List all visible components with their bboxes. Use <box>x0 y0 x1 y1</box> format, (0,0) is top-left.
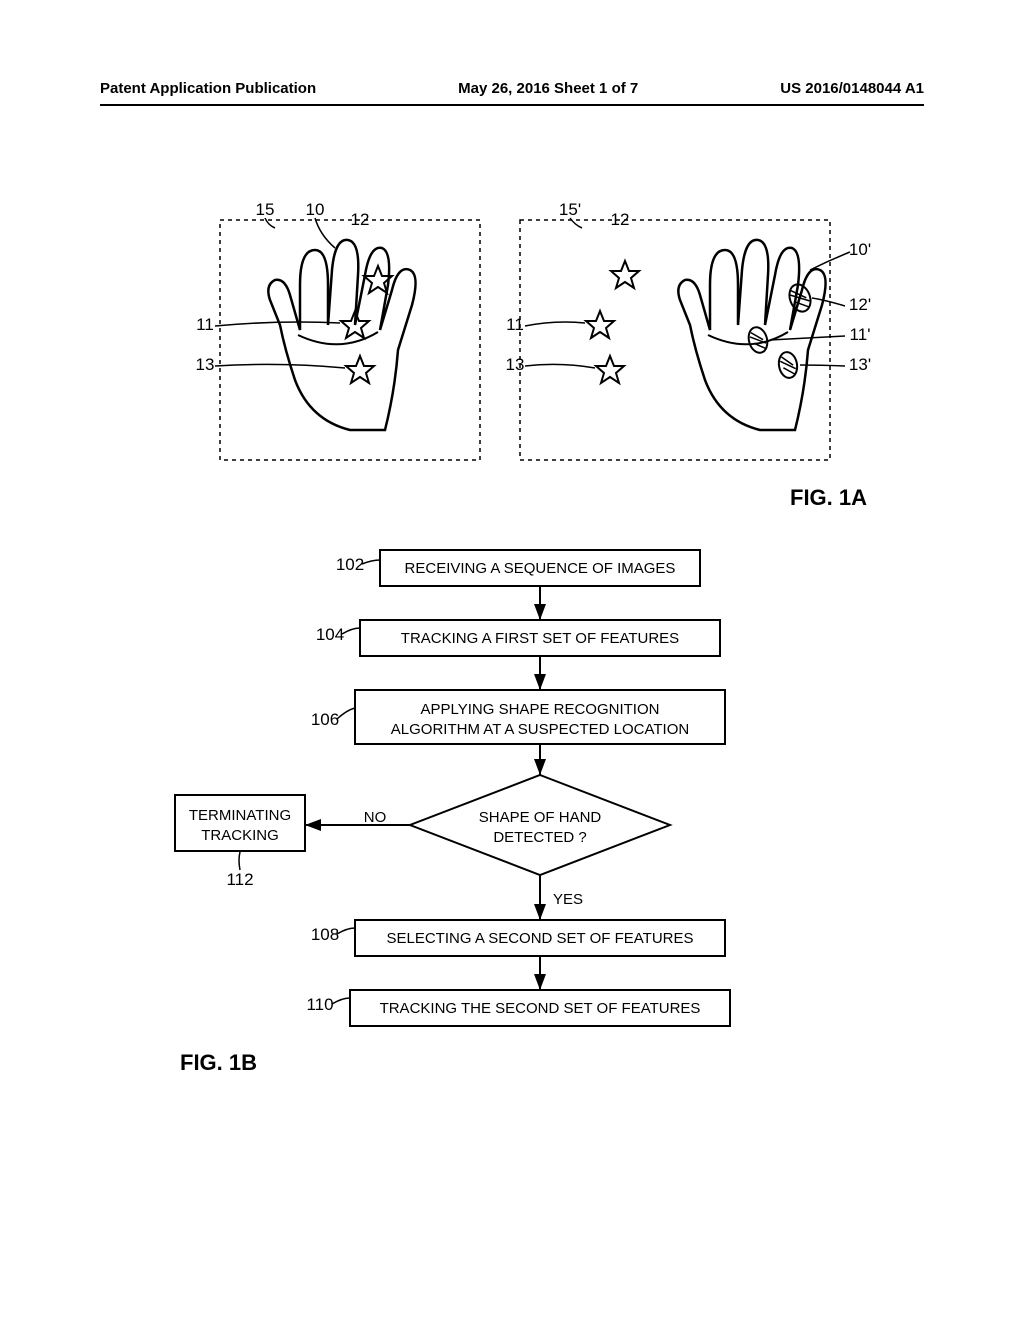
ref-12p: 12' <box>849 295 871 314</box>
ref-13p: 13' <box>849 355 871 374</box>
header-center: May 26, 2016 Sheet 1 of 7 <box>458 80 638 97</box>
oval-11p <box>746 325 770 355</box>
text-106b: ALGORITHM AT A SUSPECTED LOCATION <box>391 721 689 738</box>
leader-11-left <box>215 322 340 326</box>
oval-13p <box>777 351 799 380</box>
ref-13-left: 13 <box>196 355 215 374</box>
leader-110 <box>332 998 350 1004</box>
header-left: Patent Application Publication <box>100 80 316 97</box>
ref-104: 104 <box>316 625 344 644</box>
leader-11-right <box>525 322 585 326</box>
text-112b: TRACKING <box>201 827 279 844</box>
leader-102 <box>362 560 380 564</box>
header-rule <box>100 104 924 106</box>
ref-15: 15 <box>256 200 275 219</box>
text-108: SELECTING A SECOND SET OF FEATURES <box>386 930 693 947</box>
leader-112 <box>239 852 240 870</box>
fig-1a-label: FIG. 1A <box>790 485 867 510</box>
leader-108 <box>337 928 355 934</box>
ref-102: 102 <box>336 555 364 574</box>
figure-area: 15 10 12 11 13 15' 12 <box>100 200 924 1240</box>
ref-108: 108 <box>311 925 339 944</box>
ref-110: 110 <box>306 995 333 1014</box>
leader-13-left <box>215 364 345 368</box>
ref-11-right: 11 <box>506 315 524 334</box>
text-102: RECEIVING A SEQUENCE OF IMAGES <box>405 560 676 577</box>
star-11-right <box>586 311 614 338</box>
frame-15 <box>220 220 480 460</box>
ref-10p: 10' <box>849 240 871 259</box>
leader-106 <box>337 708 355 719</box>
fig-1b: RECEIVING A SEQUENCE OF IMAGES 102 TRACK… <box>175 550 730 1075</box>
fig-1b-label: FIG. 1B <box>180 1050 257 1075</box>
star-12-right <box>611 261 639 288</box>
hand-left <box>268 240 415 430</box>
leader-10 <box>315 218 335 248</box>
figures-svg: 15 10 12 11 13 15' 12 <box>100 200 924 1200</box>
text-112a: TERMINATING <box>189 807 291 824</box>
text-110: TRACKING THE SECOND SET OF FEATURES <box>380 1000 701 1017</box>
decision-line1: SHAPE OF HAND <box>479 809 602 826</box>
leader-13-right <box>525 364 595 368</box>
leader-12p <box>812 298 845 306</box>
ref-15p: 15' <box>559 200 581 219</box>
text-104: TRACKING A FIRST SET OF FEATURES <box>401 630 679 647</box>
leader-104 <box>342 628 360 634</box>
decision-line2: DETECTED ? <box>493 829 586 846</box>
ref-12-left: 12 <box>351 210 370 229</box>
label-yes: YES <box>553 891 583 908</box>
fig-1a: 15 10 12 11 13 15' 12 <box>196 200 872 510</box>
text-106a: APPLYING SHAPE RECOGNITION <box>421 701 660 718</box>
ref-106: 106 <box>311 710 339 729</box>
oval-12p <box>786 281 814 314</box>
ref-11-left: 11 <box>196 315 214 334</box>
ref-11p: 11' <box>850 325 871 344</box>
star-13-right <box>596 356 624 383</box>
hand-right <box>678 240 825 430</box>
label-no: NO <box>364 809 387 826</box>
ref-10: 10 <box>306 200 325 219</box>
star-13-left <box>346 356 374 383</box>
ref-12-right: 12 <box>611 210 630 229</box>
ref-112: 112 <box>226 870 253 889</box>
header-right: US 2016/0148044 A1 <box>780 80 924 97</box>
page-header: Patent Application Publication May 26, 2… <box>0 80 1024 97</box>
ref-13-right: 13 <box>506 355 525 374</box>
